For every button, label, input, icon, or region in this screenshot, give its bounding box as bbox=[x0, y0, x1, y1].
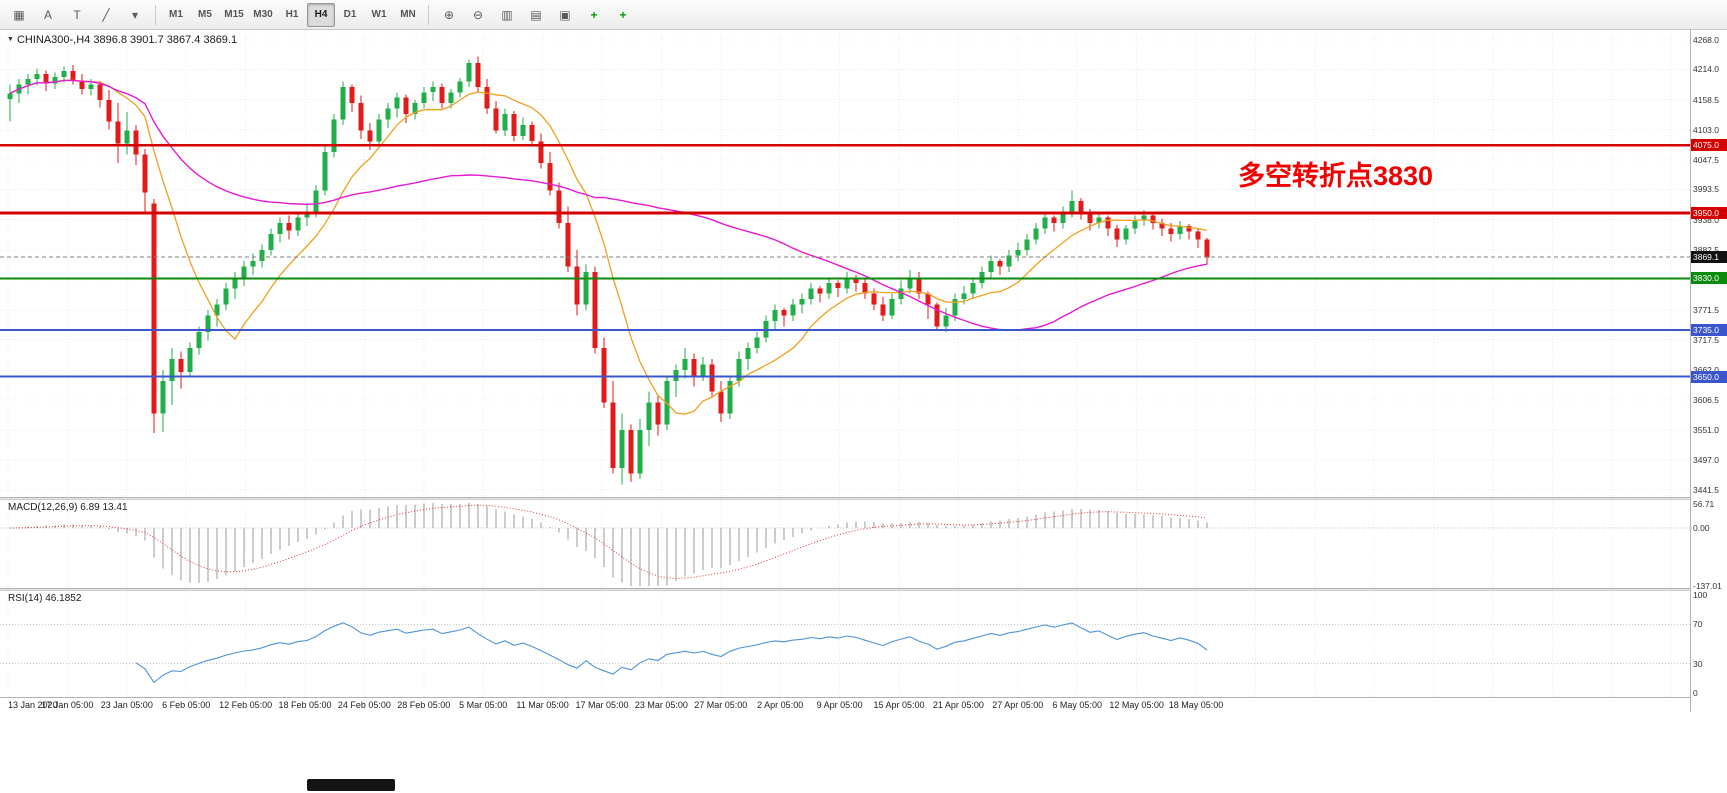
arrow-tool-icon[interactable]: A bbox=[43, 7, 52, 22]
price-tick-label: 3938.0 bbox=[1693, 215, 1719, 225]
time-label: 17 Jan 05:00 bbox=[41, 700, 94, 710]
tile-horizontal-icon[interactable]: ▤ bbox=[530, 7, 542, 22]
time-label: 24 Feb 05:00 bbox=[337, 700, 391, 710]
time-label: 12 May 05:00 bbox=[1109, 700, 1164, 710]
price-tick-label: 3993.5 bbox=[1693, 184, 1719, 194]
macd-axis-label: 56.71 bbox=[1693, 499, 1715, 509]
timeframe-h1-button[interactable]: H1 bbox=[285, 9, 299, 20]
macd-axis-label: 0.00 bbox=[1693, 523, 1710, 533]
toolbar: ▦ A T ╱ ▾ M1 M5 M15 M30 H1 H4 D1 W1 MN ⊕ ⊖ ▥ ▤ ▣ + + bbox=[0, 0, 1727, 30]
time-label: 27 Mar 05:00 bbox=[694, 700, 748, 710]
timeframe-w1-button[interactable]: W1 bbox=[371, 9, 387, 20]
macd-indicator-label: MACD(12,26,9) 6.89 13.41 bbox=[8, 502, 128, 513]
hline-price-tag: 3735.0 bbox=[1691, 324, 1727, 336]
panel-splitter[interactable] bbox=[0, 497, 1727, 500]
timeframe-m5-button[interactable]: M5 bbox=[198, 9, 212, 20]
main-chart-panel[interactable] bbox=[0, 30, 1690, 497]
rsi-grid bbox=[0, 591, 1690, 697]
toolbar-separator bbox=[428, 4, 429, 25]
price-tick-label: 4103.0 bbox=[1693, 125, 1719, 135]
text-tool-icon[interactable]: T bbox=[73, 7, 81, 22]
new-chart-icon[interactable]: + bbox=[619, 7, 627, 22]
rsi-line bbox=[135, 622, 1208, 684]
price-tick-label: 3551.0 bbox=[1693, 425, 1719, 435]
price-tick-label: 4268.0 bbox=[1693, 35, 1719, 45]
price-tick-label: 3662.0 bbox=[1693, 365, 1719, 375]
taskbar-fragment bbox=[307, 779, 395, 791]
time-label: 13 Jan 2020 bbox=[8, 700, 58, 710]
time-label: 9 Apr 05:00 bbox=[816, 700, 863, 710]
new-order-icon[interactable]: + bbox=[590, 7, 598, 22]
price-tick-label: 3441.5 bbox=[1693, 485, 1719, 495]
time-label: 17 Mar 05:00 bbox=[575, 700, 629, 710]
time-label: 23 Jan 05:00 bbox=[100, 700, 153, 710]
zoom-in-icon[interactable]: ⊕ bbox=[443, 7, 455, 22]
current-price-tag: 3869.1 bbox=[1691, 251, 1727, 263]
timeframe-m1-button[interactable]: M1 bbox=[169, 9, 183, 20]
toolbar-tools-group: ▦ A T ╱ ▾ bbox=[5, 3, 149, 27]
rsi-panel[interactable] bbox=[0, 591, 1690, 697]
timeframe-m30-button[interactable]: M30 bbox=[253, 9, 273, 20]
timeframe-m15-button[interactable]: M15 bbox=[224, 9, 244, 20]
time-label: 5 Mar 05:00 bbox=[459, 700, 508, 710]
panel-splitter[interactable] bbox=[0, 588, 1727, 591]
macd-axis-label: -137.01 bbox=[1693, 581, 1722, 591]
time-label: 27 Apr 05:00 bbox=[992, 700, 1044, 710]
candles-series bbox=[7, 56, 1210, 485]
price-tick-label: 3497.0 bbox=[1693, 455, 1719, 465]
zoom-out-icon[interactable]: ⊖ bbox=[472, 7, 484, 22]
time-label: 6 May 05:00 bbox=[1052, 700, 1102, 710]
rsi-axis-label: 30 bbox=[1693, 659, 1703, 669]
hline-price-tag: 3950.0 bbox=[1691, 207, 1727, 219]
price-tick-label: 4047.5 bbox=[1693, 155, 1719, 165]
timeframe-mn-button[interactable]: MN bbox=[400, 9, 416, 20]
time-label: 11 Mar 05:00 bbox=[516, 700, 569, 710]
timeframe-h4-button[interactable]: H4 bbox=[307, 2, 335, 27]
rsi-axis-label: 70 bbox=[1693, 619, 1703, 629]
macd-signal-line bbox=[9, 504, 1208, 580]
chart-grid-icon[interactable]: ▦ bbox=[13, 7, 25, 22]
rsi-indicator-label: RSI(14) 46.1852 bbox=[8, 593, 82, 604]
annotation-text[interactable]: 多空转折点3830 bbox=[1238, 161, 1434, 191]
hline-price-tag: 3830.0 bbox=[1691, 272, 1727, 284]
time-label: 12 Feb 05:00 bbox=[219, 700, 273, 710]
price-tick-label: 4158.5 bbox=[1693, 95, 1719, 105]
price-tick-label: 4214.0 bbox=[1693, 64, 1719, 74]
time-label: 15 Apr 05:00 bbox=[873, 700, 925, 710]
rsi-axis-label: 0 bbox=[1693, 688, 1698, 698]
time-label: 28 Feb 05:00 bbox=[397, 700, 451, 710]
toolbar-separator bbox=[155, 4, 156, 25]
macd-histogram bbox=[18, 502, 1208, 586]
drawing-tools-dropdown-icon[interactable]: ▾ bbox=[131, 7, 139, 22]
hline-price-tag: 3650.0 bbox=[1691, 371, 1727, 383]
price-axis[interactable]: 4268.0 4214.0 4158.5 4103.0 4047.5 3993.5 3938… bbox=[1690, 30, 1727, 712]
time-label: 2 Apr 05:00 bbox=[757, 700, 804, 710]
price-tick-label: 3717.5 bbox=[1693, 335, 1719, 345]
trendline-tool-icon[interactable]: ╱ bbox=[102, 7, 110, 22]
toolbar-windows-group: ⊕ ⊖ ▥ ▤ ▣ + + bbox=[435, 3, 637, 27]
time-label: 18 May 05:00 bbox=[1168, 700, 1224, 710]
time-axis[interactable]: 13 Jan 2020 17 Jan 05:00 23 Jan 05:00 6 Feb… bbox=[0, 697, 1690, 712]
hline-price-tag: 4075.0 bbox=[1691, 139, 1727, 151]
cascade-windows-icon[interactable]: ▣ bbox=[559, 7, 571, 22]
bottom-margin bbox=[0, 712, 1727, 793]
time-label: 18 Feb 05:00 bbox=[278, 700, 332, 710]
price-tick-label: 3771.5 bbox=[1693, 305, 1719, 315]
rsi-axis-label: 100 bbox=[1693, 590, 1708, 600]
ma-fast-line bbox=[9, 79, 1208, 415]
chart-ohlc-text: CHINA300-,H4 3896.8 3901.7 3867.4 3869.1 bbox=[16, 34, 238, 46]
time-label: 6 Feb 05:00 bbox=[162, 700, 211, 710]
tile-windows-icon[interactable]: ▥ bbox=[501, 7, 513, 22]
ma-slow-line bbox=[9, 79, 1208, 332]
price-tick-label: 3882.5 bbox=[1693, 245, 1719, 255]
timeframe-group: M1 M5 M15 M30 H1 H4 D1 W1 MN bbox=[162, 2, 422, 27]
time-label: 23 Mar 05:00 bbox=[634, 700, 688, 710]
macd-panel[interactable] bbox=[0, 500, 1690, 588]
symbol-dropdown-icon: ▼ bbox=[7, 36, 14, 43]
price-tick-label: 3606.5 bbox=[1693, 395, 1719, 405]
timeframe-d1-button[interactable]: D1 bbox=[343, 9, 357, 20]
chart-symbol-label: ▼ CHINA300-,H4 3896.8 3901.7 3867.4 3869.… bbox=[7, 34, 237, 46]
time-label: 21 Apr 05:00 bbox=[932, 700, 984, 710]
